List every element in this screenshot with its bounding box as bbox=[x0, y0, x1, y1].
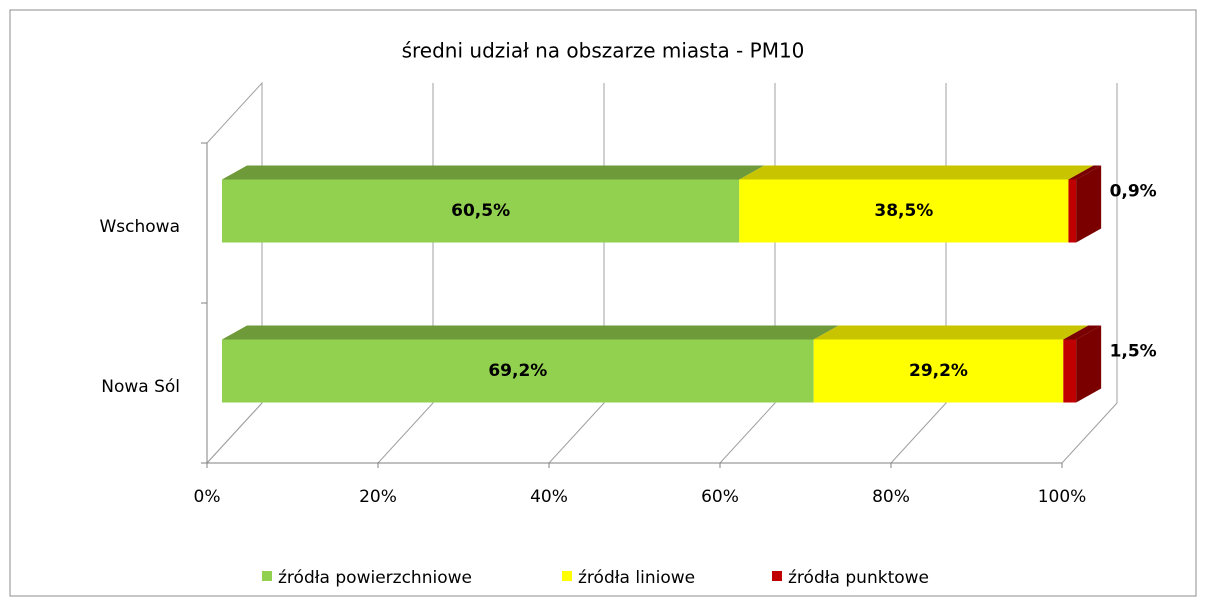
x-tick-label: 40% bbox=[530, 487, 568, 507]
x-tick-label: 20% bbox=[359, 487, 397, 507]
legend-label: źródła punktowe bbox=[788, 568, 929, 588]
data-label: 1,5% bbox=[1110, 342, 1157, 362]
bar-top bbox=[1068, 165, 1102, 180]
data-label: 38,5% bbox=[874, 201, 933, 221]
chart-title: średni udział na obszarze miasta - PM10 bbox=[402, 39, 805, 63]
data-label: 69,2% bbox=[488, 361, 547, 381]
x-tick-label: 0% bbox=[194, 487, 221, 507]
bar-top bbox=[813, 325, 1089, 340]
x-tick-label: 60% bbox=[701, 487, 739, 507]
bar-side bbox=[1076, 165, 1102, 243]
bar-top bbox=[1063, 325, 1102, 340]
legend-swatch bbox=[562, 571, 572, 581]
grid-line bbox=[1061, 83, 1118, 464]
data-label: 0,9% bbox=[1110, 182, 1157, 202]
bar-top bbox=[222, 165, 765, 180]
y-tick-label: Wschowa bbox=[99, 217, 180, 237]
bar bbox=[1063, 339, 1077, 403]
bar bbox=[813, 339, 1064, 403]
legend-label: źródła powierzchniowe bbox=[278, 568, 472, 588]
bar bbox=[1068, 179, 1077, 243]
legend-swatch bbox=[772, 571, 782, 581]
legend-label: źródła liniowe bbox=[578, 568, 695, 588]
legend-swatch bbox=[262, 571, 272, 581]
chart-border bbox=[9, 9, 1197, 597]
bar bbox=[222, 339, 814, 403]
data-label: 60,5% bbox=[451, 201, 510, 221]
x-tick-label: 80% bbox=[872, 487, 910, 507]
bar bbox=[739, 179, 1069, 243]
bar-top bbox=[222, 325, 839, 340]
y-tick-label: Nowa Sól bbox=[101, 377, 180, 397]
bar bbox=[222, 179, 740, 243]
bar-side bbox=[1076, 325, 1102, 403]
x-tick-label: 100% bbox=[1038, 487, 1087, 507]
bar-top bbox=[739, 165, 1094, 180]
data-label: 29,2% bbox=[909, 361, 968, 381]
